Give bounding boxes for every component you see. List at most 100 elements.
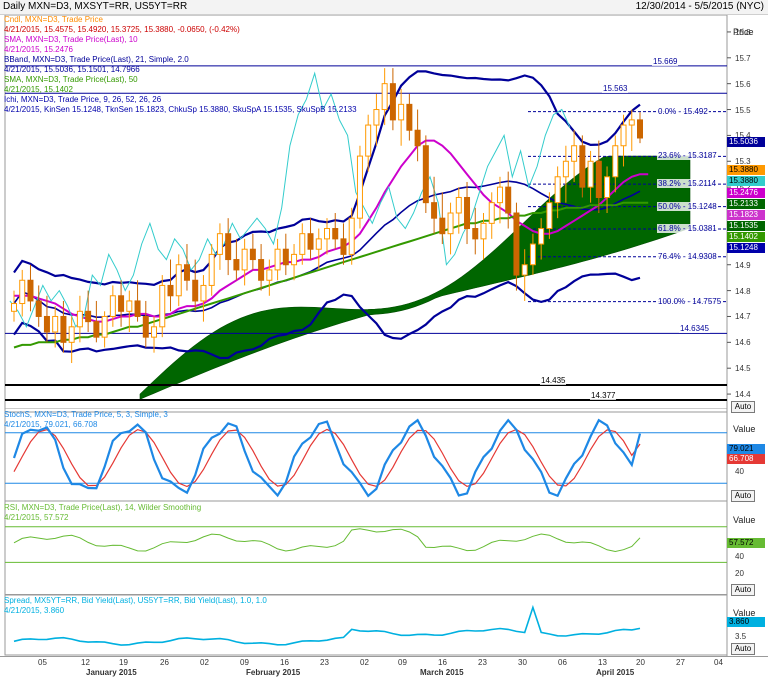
candle-body [365, 124, 372, 157]
candle-body [118, 295, 125, 312]
candle-body [208, 253, 215, 286]
legend-line: 4/21/2015, 15.4575, 15.4920, 15.3725, 15… [4, 25, 240, 34]
legend-line: Spread, MX5YT=RR, Bid Yield(Last), US5YT… [4, 596, 267, 605]
value-tag: 15.2476 [727, 188, 765, 198]
price-tick-label: 14.4 [735, 390, 751, 400]
fibonacci-label: 38.2% - 15.2114 [657, 179, 718, 189]
price-tick-label: 15.4 [735, 131, 751, 141]
candle-body [628, 119, 635, 126]
candle-body [554, 176, 561, 204]
price-tick-label: 15.6 [735, 79, 751, 89]
rsi-pane[interactable]: RSI, MXN=D3, Trade Price(Last), 14, Wild… [0, 501, 768, 596]
fibonacci-label: 76.4% - 14.9308 [657, 251, 718, 261]
candle-body [52, 315, 59, 333]
day-label: 09 [398, 658, 407, 667]
candle-body [332, 228, 339, 240]
price-pane[interactable]: Cndl, MXN=D3, Trade Price 4/21/2015, 15.4… [0, 15, 768, 413]
candle-body [315, 238, 322, 250]
legend-line: RSI, MXN=D3, Trade Price(Last), 14, Wild… [4, 503, 202, 512]
candle-body [93, 321, 100, 338]
day-label: 02 [360, 658, 369, 667]
rsi-chart-canvas[interactable] [0, 501, 768, 596]
stoch-auto-scale-button[interactable]: Auto [731, 490, 755, 502]
candle-body [455, 196, 462, 214]
spread-auto-scale-button[interactable]: Auto [731, 643, 755, 655]
candle-body [587, 160, 594, 188]
value-tag: 79.021 [727, 444, 765, 454]
spread-axis-title: Value [733, 608, 756, 618]
candle-body [398, 103, 405, 121]
day-label: 02 [200, 658, 209, 667]
candle-body [513, 212, 520, 276]
horizontal-level-label: 14.435 [540, 376, 567, 385]
rsi-axis-title: Value [733, 515, 756, 525]
candle-body [431, 202, 438, 219]
month-label: February 2015 [246, 668, 301, 677]
candle-body [175, 264, 182, 297]
window-title: Daily MXN=D3, MXSYT=RR, US5YT=RR [3, 1, 188, 12]
candle-body [233, 259, 240, 271]
price-auto-scale-button[interactable]: Auto [731, 401, 755, 413]
candle-body [200, 284, 207, 302]
candle-body [19, 279, 26, 305]
candle-body [101, 315, 108, 338]
candle-body [464, 196, 471, 230]
stoch-axis-title: Value [733, 424, 756, 434]
day-label: 12 [81, 658, 90, 667]
legend-line: 4/21/2015, 15.5036, 15.1501, 14.7966 [4, 65, 140, 74]
candle-body [439, 217, 446, 235]
fibonacci-label: 61.8% - 15.0381 [657, 224, 718, 233]
candle-body [505, 186, 512, 214]
price-tick-label: 14.7 [735, 312, 751, 322]
day-label: 23 [478, 658, 487, 667]
fibonacci-label: 23.6% - 15.3187 [657, 151, 718, 161]
rsi-tick-40: 40 [735, 552, 744, 561]
candle-body [324, 228, 330, 240]
candle-body [76, 310, 83, 328]
day-label: 30 [518, 658, 527, 667]
value-tag: 15.1823 [727, 210, 765, 220]
stoch-tick-40: 40 [735, 467, 744, 476]
day-label: 26 [160, 658, 169, 667]
rsi-tick-20: 20 [735, 569, 744, 578]
candle-body [225, 233, 232, 261]
candle-body [620, 124, 627, 147]
candle-body [274, 248, 281, 271]
candle-body [85, 310, 92, 323]
candle-body [126, 300, 133, 312]
legend-line: 4/21/2015, 57.572 [4, 513, 69, 522]
price-tick-label: 15.7 [735, 53, 751, 63]
candle-body [282, 248, 289, 266]
value-tag: 15.3880 [727, 176, 765, 186]
value-tag: 66.708 [727, 454, 765, 464]
title-bar: Daily MXN=D3, MXSYT=RR, US5YT=RR 12/30/2… [0, 0, 768, 15]
value-tag: 3.860 [727, 617, 765, 627]
candle-body [348, 217, 355, 255]
stochastic-pane[interactable]: StochS, MXN=D3, Trade Price, 5, 3, Simpl… [0, 408, 768, 502]
rsi-auto-scale-button[interactable]: Auto [731, 584, 755, 596]
candle-body [249, 248, 256, 261]
legend-line: BBand, MXN=D3, Trade Price(Last), 21, Si… [4, 55, 189, 64]
candle-body [414, 129, 421, 147]
sma50-line [13, 201, 649, 349]
candle-body [68, 326, 75, 343]
candle-body [488, 202, 495, 224]
candle-body [389, 83, 396, 121]
candle-body [60, 315, 67, 343]
value-tag: 15.1402 [727, 232, 765, 242]
fibonacci-label: 50.0% - 15.1248 [657, 201, 718, 211]
price-axis-title: Price [733, 27, 754, 37]
candle-body [167, 284, 174, 297]
stochastic-legend: StochS, MXN=D3, Trade Price, 5, 3, Simpl… [4, 410, 168, 430]
candle-body [134, 300, 141, 317]
candle-body [241, 248, 248, 271]
candle-body [546, 202, 553, 230]
price-tick-label: 14.8 [735, 286, 751, 296]
candle-body [472, 228, 479, 240]
bollinger-lower-line [13, 272, 641, 360]
legend-line: 4/21/2015, 15.2476 [4, 45, 73, 54]
time-axis[interactable]: 05 12 19 26 02 09 16 23 02 09 16 23 30 06 13 20 27 04 Jan… [0, 656, 768, 678]
price-chart-canvas[interactable] [0, 15, 768, 413]
spread-pane[interactable]: Spread, MX5YT=RR, Bid Yield(Last), US5YT… [0, 594, 768, 656]
